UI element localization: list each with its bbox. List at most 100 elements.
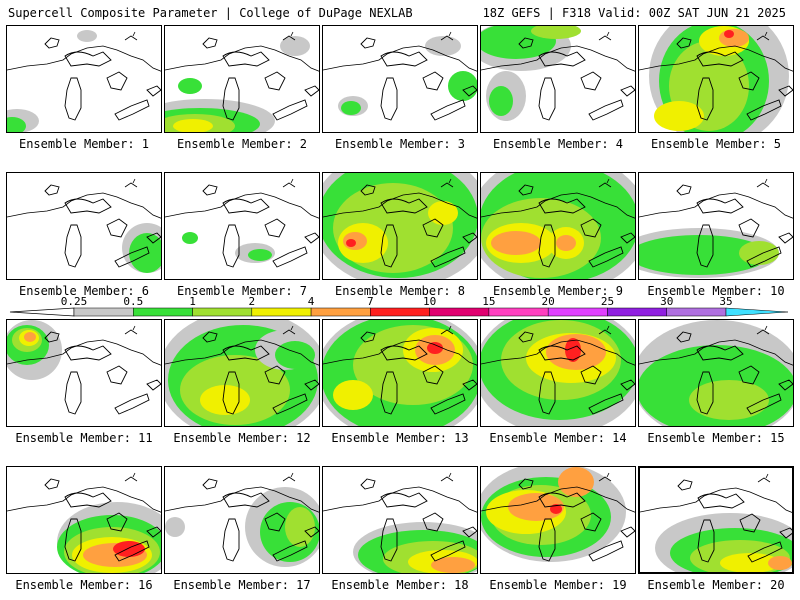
- colorbar-segment: [429, 307, 490, 317]
- colorbar-label: 25: [601, 296, 614, 308]
- ensemble-member-panel[interactable]: [480, 466, 636, 574]
- lake-outline: [677, 479, 693, 491]
- lake-outline: [588, 99, 624, 121]
- colorbar-segment: [133, 307, 193, 317]
- scp-shading: [768, 556, 792, 570]
- lake-outline: [696, 371, 714, 415]
- coast-outline: [282, 178, 296, 188]
- ensemble-member-panel[interactable]: [480, 25, 636, 133]
- lake-outline: [518, 331, 534, 343]
- ensemble-member-panel[interactable]: [6, 25, 162, 133]
- lake-outline: [747, 541, 783, 563]
- member-map: [7, 472, 161, 573]
- coast-outline: [282, 31, 296, 41]
- lake-outline: [430, 99, 466, 121]
- lake-outline: [518, 37, 534, 49]
- lake-outline: [620, 379, 635, 391]
- member-map: [323, 173, 477, 279]
- scp-shading: [425, 36, 461, 56]
- coast-outline: [124, 325, 138, 335]
- ensemble-member-panel[interactable]: [638, 172, 794, 280]
- lake-outline: [746, 393, 782, 415]
- ensemble-member-panel[interactable]: [480, 319, 636, 427]
- member-caption: Ensemble Member: 8: [334, 284, 466, 298]
- border-outline: [7, 45, 161, 72]
- colorbar-segment: [73, 307, 134, 317]
- colorbar-label: 7: [367, 296, 374, 308]
- member-caption: Ensemble Member: 1: [18, 137, 150, 151]
- scp-shading: [427, 342, 443, 354]
- lake-outline: [462, 379, 477, 391]
- ensemble-member-panel[interactable]: [480, 172, 636, 280]
- ensemble-member-panel[interactable]: [6, 319, 162, 427]
- scp-shading: [550, 504, 562, 514]
- lake-outline: [114, 393, 150, 415]
- lake-outline: [106, 71, 128, 91]
- colorbar-segment: [370, 307, 430, 317]
- lake-outline: [580, 365, 602, 385]
- coast-outline: [440, 325, 454, 335]
- color-bar: 0.25 0.5 1 2 4 7 10 15 20 25 30 35: [9, 295, 789, 317]
- lake-outline: [146, 379, 161, 391]
- ensemble-member-panel[interactable]: [638, 25, 794, 133]
- scp-shading: [558, 467, 594, 497]
- ensemble-member-panel[interactable]: [6, 172, 162, 280]
- lake-outline: [422, 71, 444, 91]
- ensemble-member-panel[interactable]: [6, 466, 162, 574]
- border-outline: [7, 192, 161, 219]
- lake-outline: [44, 184, 60, 196]
- lake-outline: [114, 540, 150, 562]
- lake-outline: [222, 198, 270, 214]
- lake-outline: [422, 512, 444, 532]
- ensemble-member-panel[interactable]: [322, 25, 478, 133]
- scp-shading: [182, 232, 198, 244]
- lake-outline: [696, 198, 744, 214]
- lake-outline: [64, 198, 112, 214]
- border-outline: [639, 339, 793, 366]
- ensemble-member-panel[interactable]: [164, 319, 320, 427]
- colorbar-label: 30: [660, 296, 673, 308]
- coast-outline: [440, 178, 454, 188]
- ensemble-member-panel[interactable]: [164, 172, 320, 280]
- lake-outline: [778, 85, 793, 97]
- scp-shading: [508, 493, 564, 521]
- lake-outline: [44, 37, 60, 49]
- lake-outline: [360, 184, 376, 196]
- lake-outline: [106, 218, 128, 238]
- lake-outline: [738, 218, 760, 238]
- member-map: [481, 173, 635, 279]
- ensemble-member-panel[interactable]: [638, 319, 794, 427]
- scp-shading: [248, 249, 272, 261]
- lake-outline: [697, 519, 715, 563]
- map-title: Supercell Composite Parameter | College …: [8, 6, 413, 20]
- member-caption: Ensemble Member: 20: [647, 578, 785, 592]
- member-caption: Ensemble Member: 12: [173, 431, 311, 445]
- lake-outline: [380, 51, 428, 67]
- member-caption: Ensemble Member: 9: [492, 284, 624, 298]
- ensemble-member-panel[interactable]: [322, 172, 478, 280]
- lake-outline: [676, 37, 692, 49]
- lake-outline: [272, 246, 308, 268]
- lake-outline: [106, 365, 128, 385]
- lake-outline: [44, 331, 60, 343]
- scp-shading: [556, 235, 576, 251]
- ensemble-member-panel[interactable]: [164, 25, 320, 133]
- ensemble-member-panel[interactable]: [322, 319, 478, 427]
- scp-shading: [275, 341, 315, 369]
- member-map: [639, 178, 793, 278]
- member-caption: Ensemble Member: 4: [492, 137, 624, 151]
- lake-outline: [380, 371, 398, 415]
- ensemble-member-panel[interactable]: [164, 466, 320, 574]
- scp-shading: [428, 201, 458, 225]
- lake-outline: [588, 393, 624, 415]
- border-outline: [7, 339, 161, 366]
- member-caption: Ensemble Member: 15: [647, 431, 785, 445]
- lake-outline: [538, 77, 556, 121]
- member-map: [481, 320, 635, 426]
- lake-outline: [202, 37, 218, 49]
- border-outline: [165, 486, 319, 513]
- colorbar-label: 20: [542, 296, 555, 308]
- ensemble-member-panel[interactable]: [638, 466, 794, 574]
- scp-shading: [333, 380, 373, 410]
- ensemble-member-panel[interactable]: [322, 466, 478, 574]
